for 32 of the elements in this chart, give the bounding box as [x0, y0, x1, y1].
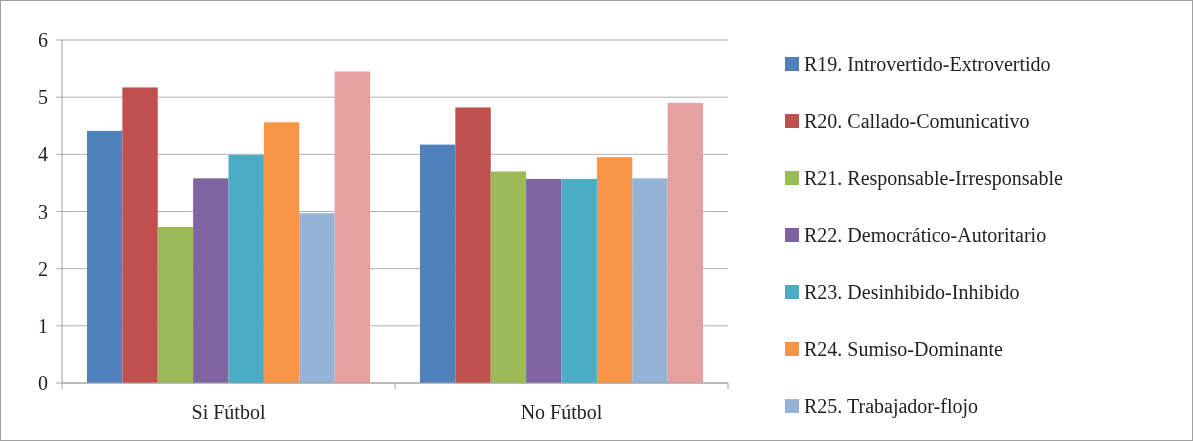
y-tick-label: 4: [38, 143, 48, 166]
legend-label: R19. Introvertido-Extrovertido: [804, 53, 1051, 75]
bar: [667, 102, 704, 383]
y-tick-label: 1: [38, 314, 48, 337]
bar: [157, 226, 194, 383]
y-tick-label: 2: [38, 257, 48, 280]
legend-label: R20. Callado-Comunicativo: [804, 110, 1030, 132]
legend-label: R25. Trabajador-flojo: [804, 395, 979, 418]
bar: [490, 171, 527, 383]
x-tick-label: Si Fútbol: [191, 401, 266, 423]
legend-label: R22. Democrático-Autoritario: [804, 224, 1047, 246]
bar: [526, 178, 562, 383]
bar: [419, 144, 456, 383]
bar: [299, 213, 335, 383]
bar: [334, 71, 371, 383]
legend-label: R21. Responsable-Irresponsable: [804, 167, 1063, 190]
bar: [263, 122, 300, 383]
x-tick-label: No Fútbol: [520, 401, 603, 423]
bar: [228, 154, 264, 383]
y-tick-label: 3: [38, 200, 48, 223]
bar: [561, 178, 597, 383]
bar: [455, 107, 491, 383]
bar: [86, 130, 123, 383]
bar: [193, 178, 229, 383]
legend-label: R24. Sumiso-Dominante: [804, 338, 1004, 360]
y-tick-label: 6: [38, 29, 48, 51]
legend-label: R23. Desinhibido-Inhibido: [804, 281, 1020, 303]
y-tick-label: 5: [38, 86, 48, 109]
bar: [632, 178, 668, 383]
bar: [596, 157, 633, 383]
y-tick-label: 0: [38, 372, 48, 394]
bar: [122, 87, 158, 383]
